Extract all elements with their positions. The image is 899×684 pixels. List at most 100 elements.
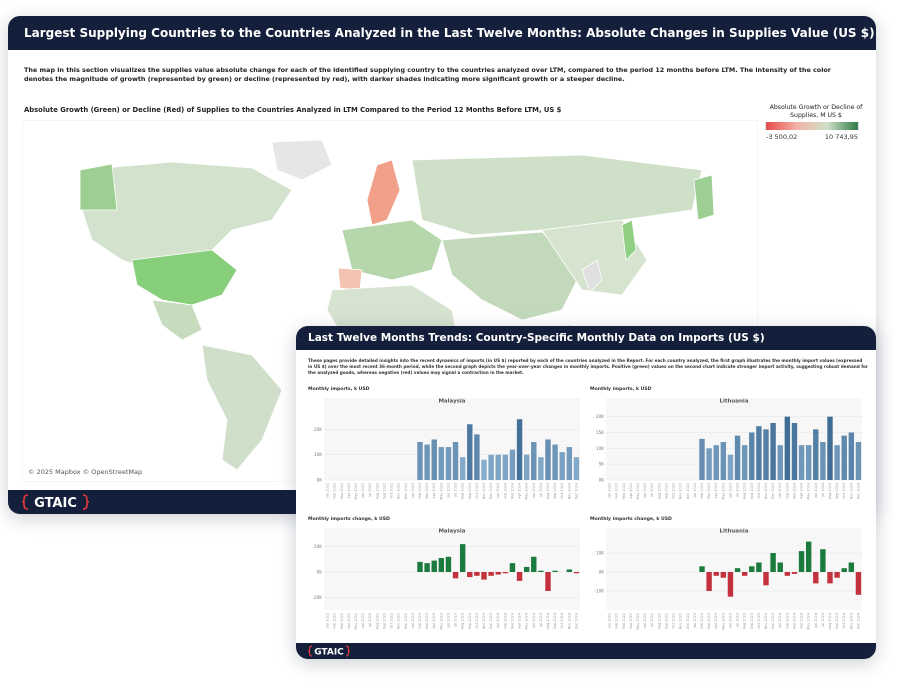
x-tick-label: Jun 2023 (446, 483, 450, 499)
chart-label: Monthly imports change, k USD (308, 516, 390, 522)
x-tick-label: Sep 2022 (382, 613, 386, 629)
x-tick-label: Dec 2022 (404, 483, 408, 499)
bar (538, 457, 544, 480)
country (366, 159, 401, 226)
trends-card-footer: GTAIC (296, 643, 876, 659)
bar (777, 562, 783, 572)
bar (798, 445, 805, 480)
x-tick-label: Apr 2023 (714, 483, 718, 499)
x-tick-label: Mar 2024 (792, 483, 796, 499)
bar (559, 452, 565, 480)
x-tick-label: Feb 2024 (785, 613, 789, 629)
y-tick-label: 10K (314, 452, 322, 457)
x-tick-label: Sep 2023 (750, 613, 754, 629)
logo-brace (82, 494, 90, 510)
countries (79, 139, 715, 471)
bar (770, 423, 776, 480)
bar (827, 416, 833, 480)
x-tick-label: May 2023 (439, 483, 443, 500)
y-tick-label: 20K (314, 427, 322, 432)
x-tick-label: Apr 2022 (347, 613, 351, 629)
x-tick-label: Jan 2024 (496, 483, 500, 499)
bar (573, 457, 580, 480)
x-tick-label: Nov 2023 (482, 613, 486, 629)
bar (784, 572, 791, 576)
bar (573, 572, 580, 574)
x-tick-label: Apr 2024 (800, 483, 804, 499)
x-tick-label: Aug 2022 (375, 483, 379, 499)
plot-background (606, 398, 862, 480)
bar (813, 429, 819, 480)
x-tick-label: Nov 2022 (397, 483, 401, 499)
x-tick-label: Jun 2022 (361, 483, 365, 499)
bar (452, 442, 459, 480)
bar (431, 439, 437, 480)
x-tick-label: Feb 2024 (785, 483, 789, 499)
y-tick-label: 20K (314, 544, 322, 549)
x-tick-label: Jun 2023 (728, 613, 732, 629)
x-tick-label: Jul 2023 (454, 613, 458, 628)
bar (438, 447, 445, 480)
map-card-title: Largest Supplying Countries to the Count… (8, 16, 876, 50)
x-tick-label: Nov 2022 (679, 613, 683, 629)
bar (713, 445, 719, 480)
x-tick-label: Dec 2022 (404, 613, 408, 629)
bar (756, 562, 762, 572)
bar (805, 541, 812, 572)
x-tick-label: Jun 2023 (728, 483, 732, 499)
x-tick-label: Oct 2024 (842, 613, 846, 629)
chart: Monthly imports, k USD Lithuania 0K 5K 10K 15… (590, 386, 862, 500)
logo: GTAIC (22, 494, 90, 510)
x-tick-label: Apr 2024 (800, 613, 804, 629)
bar (495, 572, 501, 575)
x-tick-label: Oct 2024 (560, 483, 564, 499)
x-tick-label: Oct 2023 (475, 613, 479, 629)
x-tick-label: Dec 2024 (856, 613, 860, 629)
bar (827, 572, 833, 584)
bar (855, 442, 862, 480)
x-tick-label: Jan 2023 (693, 483, 697, 499)
logo-brace (22, 494, 29, 510)
bar (474, 434, 480, 480)
chart: Monthly imports change, k USD Malaysia -20… (308, 516, 580, 630)
x-tick-label: Oct 2023 (475, 483, 479, 499)
x-tick-label: Sep 2024 (553, 483, 557, 499)
bar (756, 426, 762, 480)
x-tick-label: Oct 2023 (757, 613, 761, 629)
plot-background (324, 528, 580, 610)
x-tick-label: Jun 2023 (446, 613, 450, 629)
logo-text: GTAIC (314, 648, 344, 658)
x-tick-label: May 2022 (636, 483, 640, 500)
x-tick-label: Jul 2024 (539, 483, 543, 498)
x-tick-label: Jan 2024 (778, 483, 782, 499)
x-tick-label: Sep 2023 (468, 483, 472, 499)
bar (784, 416, 791, 480)
x-tick-label: Oct 2022 (390, 613, 394, 629)
map-title: Absolute Growth (Green) or Decline (Red)… (24, 106, 562, 114)
x-tick-label: Jan 2023 (693, 613, 697, 629)
x-tick-label: Jul 2022 (368, 613, 372, 628)
bar (431, 560, 437, 572)
bar (467, 424, 473, 480)
chart: Monthly imports, k USD Malaysia 0K 10K 20K Ja… (308, 386, 580, 500)
x-tick-label: Mar 2023 (707, 483, 711, 499)
x-tick-label: Oct 2024 (842, 483, 846, 499)
x-tick-label: Aug 2022 (375, 613, 379, 629)
bar (531, 442, 537, 480)
y-tick-label: 10K (596, 446, 604, 451)
logo-brace (345, 645, 351, 657)
bar (741, 572, 748, 576)
x-tick-label: Feb 2022 (333, 483, 337, 499)
bar (552, 444, 558, 480)
bar (749, 432, 755, 480)
x-tick-label: Feb 2023 (418, 613, 422, 629)
bar (777, 445, 783, 480)
x-tick-label: Feb 2023 (418, 483, 422, 499)
x-tick-label: Apr 2023 (432, 613, 436, 629)
x-tick-label: Nov 2022 (397, 613, 401, 629)
trends-card-title: Last Twelve Months Trends: Country-Speci… (296, 326, 876, 350)
x-tick-label: Jul 2023 (736, 613, 740, 628)
y-tick-label: 20K (596, 414, 604, 419)
x-tick-label: Jan 2023 (411, 613, 415, 629)
x-tick-label: Nov 2022 (679, 483, 683, 499)
